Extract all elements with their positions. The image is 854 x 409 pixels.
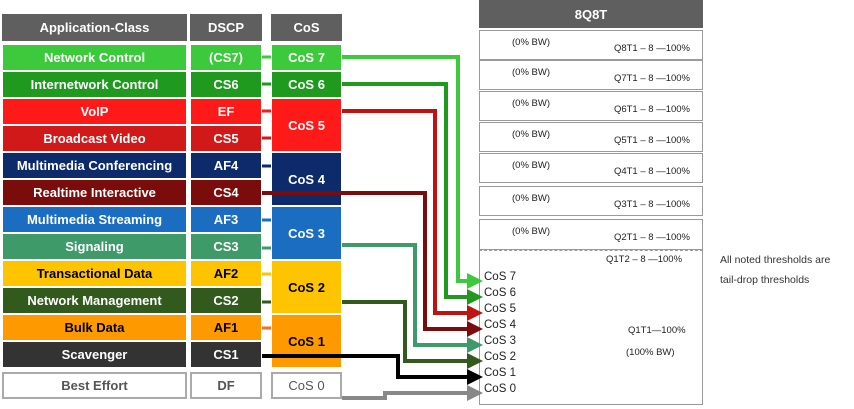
queue-bw-label: (0% BW): [512, 37, 550, 48]
dscp-cell: CS3: [190, 233, 262, 260]
q1-cos-label: CoS 1: [484, 367, 516, 379]
queue-threshold-label: Q6T1 – 8 —100%: [613, 104, 690, 115]
threshold-note-line1: All noted thresholds are: [720, 254, 831, 266]
q1-cos-label: CoS 2: [484, 351, 516, 363]
queue-q1: Q1T2 – 8 —100% Q1T1—100% (100% BW) CoS 7…: [479, 250, 703, 405]
dscp-cell: DF: [190, 372, 262, 399]
q1-cos-label: CoS 7: [484, 271, 516, 283]
queue-box: (0% BW) Q7T1 – 8 —100%: [479, 60, 703, 90]
queue-threshold-label: Q7T1 – 8 —100%: [613, 73, 690, 84]
cos-block: CoS 6: [271, 71, 342, 98]
dscp-cell: EF: [190, 98, 262, 125]
mapping-arrow: [342, 385, 483, 401]
queue-bw-label: (0% BW): [512, 193, 550, 204]
mapping-arrow: [342, 55, 483, 289]
dscp-cell: CS4: [190, 179, 262, 206]
queue-threshold-label: Q5T1 – 8 —100%: [613, 135, 690, 146]
app-class-cell: Multimedia Streaming: [2, 206, 187, 233]
cos-block: CoS 1: [271, 314, 342, 368]
mapping-arrow: [342, 109, 483, 321]
queue-box: (0% BW) Q6T1 – 8 —100%: [479, 91, 703, 121]
dscp-cell: AF1: [190, 314, 262, 341]
app-class-cell: Multimedia Conferencing: [2, 152, 187, 179]
queue-box: (0% BW) Q8T1 – 8 —100%: [479, 30, 703, 60]
cos-block: CoS 2: [271, 260, 342, 314]
header-cos: CoS: [271, 14, 342, 41]
cos-block: CoS 5: [271, 98, 342, 152]
header-dscp: DSCP: [190, 14, 262, 41]
queue-box: (0% BW) Q2T1 – 8 —100%: [479, 219, 703, 250]
app-class-cell: Realtime Interactive: [2, 179, 187, 206]
mapping-arrow: [262, 191, 483, 337]
dscp-cell: AF3: [190, 206, 262, 233]
q1-cos-label: CoS 6: [484, 287, 516, 299]
queue-threshold-label: Q2T1 – 8 —100%: [613, 232, 690, 243]
cos-block: CoS 4: [271, 152, 342, 206]
dscp-cell: AF2: [190, 260, 262, 287]
threshold-note-line2: tail-drop thresholds: [720, 274, 810, 286]
app-class-cell: Bulk Data: [2, 314, 187, 341]
app-class-cell: Transactional Data: [2, 260, 187, 287]
cos-block: CoS 0: [271, 372, 342, 399]
q1-cos-label: CoS 3: [484, 335, 516, 347]
mapping-arrow: [342, 82, 483, 305]
queue-box: (0% BW) Q3T1 – 8 —100%: [479, 186, 703, 216]
queue-bw-label: (0% BW): [512, 67, 550, 78]
dscp-cell: CS1: [190, 341, 262, 368]
q1-cos-label: CoS 0: [484, 383, 516, 395]
dscp-cell: (CS7): [190, 44, 262, 71]
header-application-class: Application-Class: [2, 14, 187, 41]
q1-cos-label: CoS 4: [484, 319, 516, 331]
queue-bw-label: (0% BW): [512, 160, 550, 171]
queue-bw-label: (0% BW): [512, 98, 550, 109]
mapping-arrow: [342, 243, 483, 353]
queue-box: (0% BW) Q4T1 – 8 —100%: [479, 153, 703, 183]
queue-box: (0% BW) Q5T1 – 8 —100%: [479, 122, 703, 152]
queue-bw-label: (0% BW): [512, 129, 550, 140]
queue-bw-label: (0% BW): [512, 226, 550, 237]
app-class-cell: Network Control: [2, 44, 187, 71]
app-class-cell: Broadcast Video: [2, 125, 187, 152]
q1-cos-label: CoS 5: [484, 303, 516, 315]
cos-block: CoS 7: [271, 44, 342, 71]
app-class-cell: Internetwork Control: [2, 71, 187, 98]
cos-block: CoS 3: [271, 206, 342, 260]
app-class-cell: Signaling: [2, 233, 187, 260]
app-class-cell: Scavenger: [2, 341, 187, 368]
header-queue-8q8t: 8Q8T: [479, 0, 703, 28]
dscp-cell: CS6: [190, 71, 262, 98]
dscp-cell: AF4: [190, 152, 262, 179]
q1-bw-label: (100% BW): [626, 347, 675, 358]
mapping-arrow: [342, 300, 483, 369]
dscp-cell: CS5: [190, 125, 262, 152]
q1-t2-label: Q1T2 – 8 —100%: [606, 254, 683, 265]
dscp-cell: CS2: [190, 287, 262, 314]
app-class-cell: VoIP: [2, 98, 187, 125]
queue-threshold-label: Q3T1 – 8 —100%: [613, 199, 690, 210]
queue-threshold-label: Q8T1 – 8 —100%: [613, 43, 690, 54]
app-class-cell: Network Management: [2, 287, 187, 314]
app-class-cell: Best Effort: [2, 372, 187, 399]
q1-t1-label: Q1T1—100%: [628, 325, 686, 336]
queue-threshold-label: Q4T1 – 8 —100%: [613, 166, 690, 177]
mapping-arrow: [262, 354, 483, 385]
